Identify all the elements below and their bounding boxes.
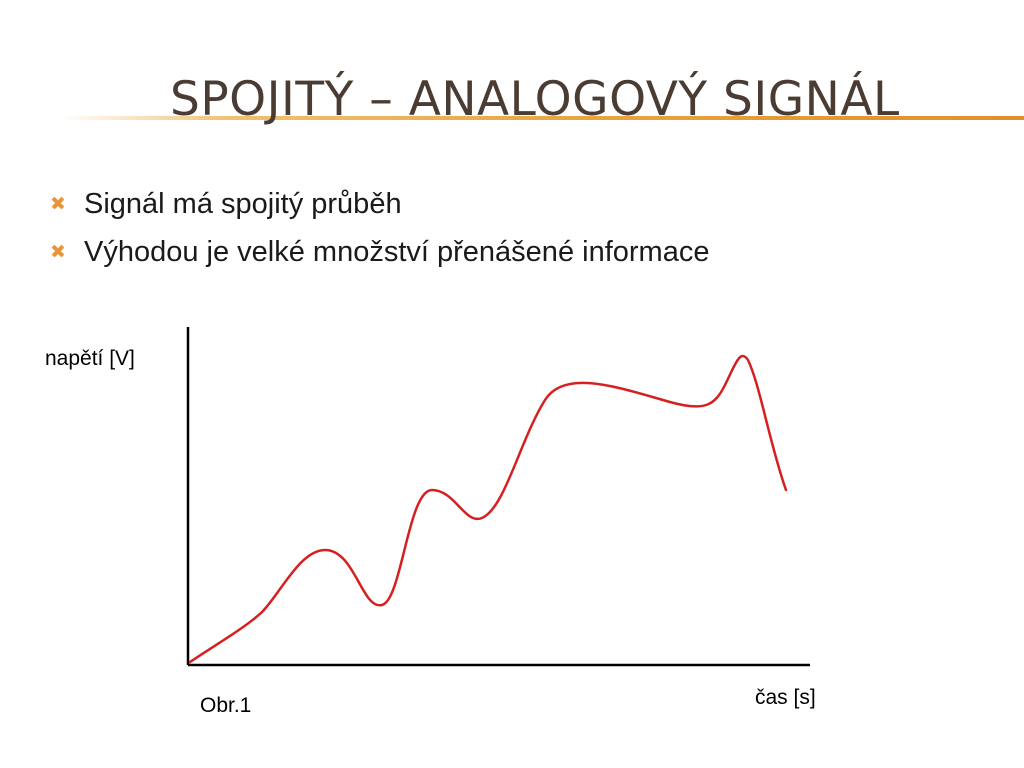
bullet-list: ✖ Signál má spojitý průběh ✖ Výhodou je … [44,180,709,276]
title-underline [60,116,1024,120]
x-mark-icon: ✖ [50,241,66,263]
bullet-text: Výhodou je velké množství přenášené info… [84,235,710,268]
analog-signal-curve [188,354,788,664]
slide-title: Spojitý – analogový signál [170,72,900,127]
bullet-item: ✖ Výhodou je velké množství přenášené in… [44,228,709,276]
bullet-item: ✖ Signál má spojitý průběh [44,180,709,228]
bullet-text: Signál má spojitý průběh [84,187,402,220]
x-mark-icon: ✖ [50,193,66,215]
figure-caption: Obr.1 [200,694,252,717]
x-axis-label: čas [s] [755,686,816,709]
y-axis-label: napětí [V] [45,347,135,370]
